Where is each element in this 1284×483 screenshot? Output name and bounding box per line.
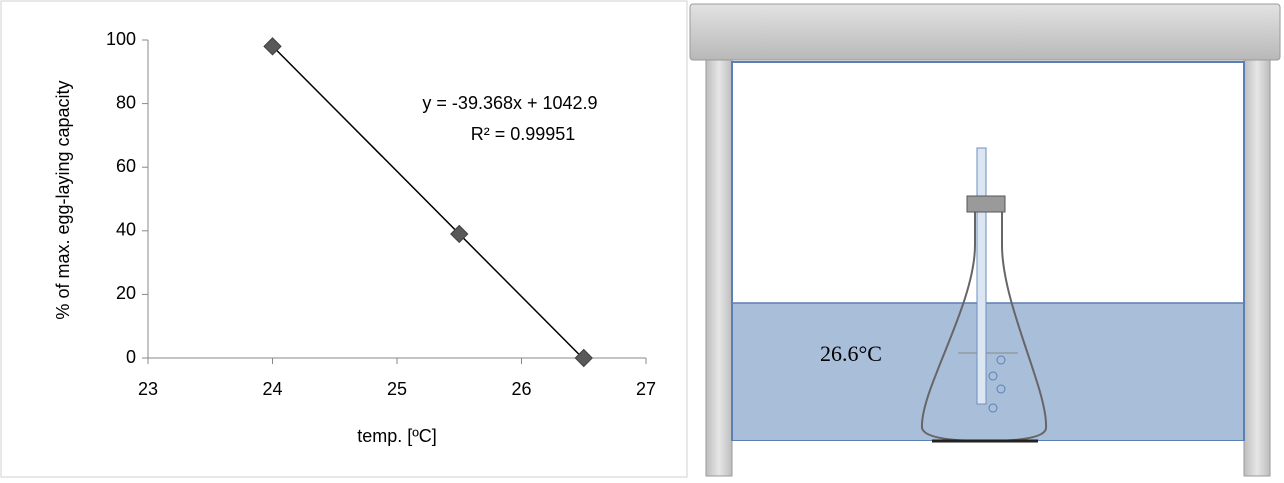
data-point — [263, 37, 282, 56]
trend-equation: y = -39.368x + 1042.9 — [422, 93, 597, 113]
frame-post — [1243, 57, 1271, 477]
chart-frame — [0, 0, 688, 478]
x-tick-label: 27 — [636, 379, 656, 399]
bubble — [988, 403, 998, 413]
y-tick-label: 100 — [106, 29, 136, 49]
y-tick-label: 20 — [116, 283, 136, 303]
x-tick-label: 26 — [511, 379, 531, 399]
water-temperature: 26.6°C — [820, 341, 882, 366]
frame-top — [689, 3, 1281, 61]
y-tick-label: 0 — [126, 347, 136, 367]
x-tick-label: 25 — [387, 379, 407, 399]
data-point — [574, 348, 593, 368]
x-axis-label: temp. [ºC] — [357, 426, 437, 446]
x-tick-label: 23 — [138, 379, 158, 399]
bubble — [996, 384, 1006, 394]
stopper — [966, 195, 1006, 213]
water — [733, 303, 1243, 440]
chart: temp. [ºC] % of max. egg-laying capacity… — [53, 29, 656, 446]
diagram: 26.6°C — [689, 3, 1281, 477]
x-tick-label: 24 — [262, 379, 282, 399]
frame-post — [705, 57, 733, 477]
y-tick-label: 60 — [116, 156, 136, 176]
trend-r2: R² = 0.99951 — [471, 124, 576, 144]
y-axis-label: % of max. egg-laying capacity — [53, 80, 73, 319]
y-tick-label: 40 — [116, 220, 136, 240]
y-tick-label: 80 — [116, 92, 136, 112]
thermometer — [976, 147, 987, 405]
data-point — [450, 224, 469, 244]
bubble — [996, 355, 1006, 365]
trendline — [271, 45, 585, 360]
bubble — [988, 371, 998, 381]
